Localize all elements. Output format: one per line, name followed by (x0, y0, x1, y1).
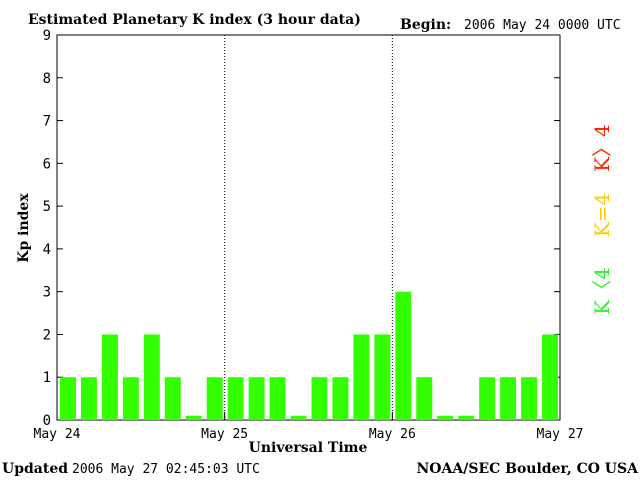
y-tick-label: 0 (43, 413, 51, 429)
legend-k-greater-4: K〉4 (590, 124, 614, 172)
plot-frame (56, 34, 561, 421)
kp-bar (416, 377, 433, 420)
kp-bar (458, 415, 475, 420)
kp-bar (500, 377, 517, 420)
x-tick-label: May 24 (34, 427, 81, 442)
kp-bar (353, 334, 370, 420)
y-tick-label: 6 (43, 156, 51, 172)
y-tick-label: 7 (43, 114, 51, 130)
kp-bar (143, 334, 160, 420)
kp-bar (332, 377, 349, 420)
kp-bar (164, 377, 181, 420)
kp-bar (60, 377, 76, 420)
chart-title: Estimated Planetary K index (3 hour data… (28, 12, 361, 28)
legend-k-equal-4: K=4 (590, 193, 614, 237)
y-tick-label: 3 (43, 285, 51, 301)
y-tick-label: 8 (43, 71, 51, 87)
y-tick-label: 9 (43, 28, 51, 44)
kp-bar (437, 415, 454, 420)
kp-bar (101, 334, 118, 420)
begin-label: Begin: (400, 17, 451, 33)
kp-bar (248, 377, 265, 420)
kp-bar (227, 377, 244, 420)
begin-value: 2006 May 24 0000 UTC (464, 18, 621, 33)
x-axis-label: Universal Time (249, 440, 368, 456)
updated-label: Updated (2, 461, 68, 477)
kp-bar (206, 377, 223, 420)
x-tick-label: May 26 (369, 427, 416, 442)
kp-bar (290, 415, 307, 420)
kp-bar (185, 415, 202, 420)
kp-bar (122, 377, 139, 420)
kp-bar (479, 377, 496, 420)
y-axis-label: Kp index (16, 193, 32, 263)
kp-bar (542, 334, 558, 420)
plot-area: 0 1 2 3 4 5 6 7 8 9 May 24 May 25 May 26 May 27 (34, 28, 584, 442)
x-tick-label: May 27 (537, 427, 584, 442)
legend-k-less-4: K〈4 (590, 267, 614, 315)
credit-text: NOAA/SEC Boulder, CO USA (417, 461, 640, 477)
kp-bar (269, 377, 286, 420)
kp-bar (311, 377, 328, 420)
x-tick-label: May 25 (201, 427, 248, 442)
y-tick-label: 4 (43, 242, 51, 258)
kp-bar (80, 377, 97, 420)
y-tick-label: 2 (43, 327, 51, 343)
kp-bar (395, 291, 412, 420)
y-tick-label: 5 (43, 199, 51, 215)
kp-bar (374, 334, 391, 420)
updated-value: 2006 May 27 02:45:03 UTC (72, 462, 260, 477)
y-tick-label: 1 (43, 370, 51, 386)
kp-bar (521, 377, 538, 420)
